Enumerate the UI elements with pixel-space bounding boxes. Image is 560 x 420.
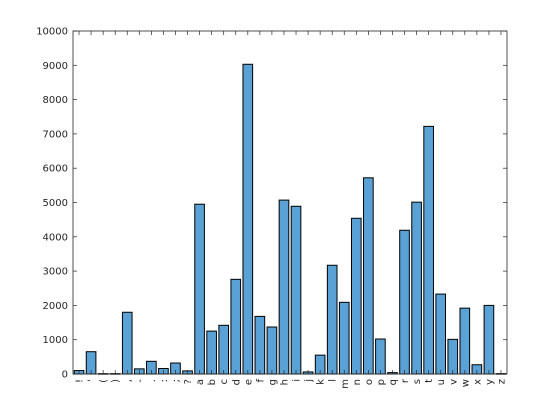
x-tick-label: p <box>376 379 387 385</box>
x-tick-label: j <box>304 379 315 383</box>
x-tick-label: , <box>123 379 134 382</box>
bar-23 <box>350 217 362 375</box>
y-tick-label: 2000 <box>43 301 68 312</box>
x-tick-label: s <box>412 379 423 384</box>
bar-14 <box>242 63 254 375</box>
bar-12 <box>218 324 230 375</box>
bar-24 <box>363 177 374 375</box>
bar-28 <box>411 201 422 375</box>
x-tick-label: n <box>352 379 363 385</box>
bar-11 <box>206 330 217 375</box>
x-tick-label: ! <box>75 379 86 383</box>
x-tick-label: ; <box>171 379 182 382</box>
x-tick-label: z <box>496 379 507 384</box>
y-tick-label: 5000 <box>43 198 68 209</box>
plot-frame <box>72 30 508 375</box>
x-tick-label: g <box>267 379 278 385</box>
y-tick-label: 0 <box>62 370 68 381</box>
bar-22 <box>338 301 350 375</box>
bar-4 <box>121 311 133 375</box>
y-tick-label: 3000 <box>43 267 68 278</box>
x-tick-label: ' <box>87 379 98 382</box>
x-tick-label: f <box>255 379 266 383</box>
y-tick-label: 8000 <box>43 95 68 106</box>
x-tick-label: . <box>147 379 158 382</box>
x-tick-label: q <box>388 379 399 385</box>
x-tick-label: w <box>460 379 471 387</box>
y-tick-label: 6000 <box>43 164 68 175</box>
x-tick-label: e <box>243 379 254 385</box>
y-tick-label: 9000 <box>43 61 68 72</box>
x-tick-label: ? <box>183 379 194 384</box>
bar-27 <box>399 229 410 375</box>
x-tick-label: y <box>484 379 495 385</box>
x-tick-label: o <box>364 379 375 385</box>
x-tick-label: : <box>159 379 170 382</box>
x-tick-label: l <box>328 379 339 382</box>
y-tick-label: 7000 <box>43 129 68 140</box>
bar-17 <box>278 199 290 375</box>
x-axis: ! '(), -.:;? a b c d e f g h i j k l m n o p q r s t u v w x y z <box>75 31 507 389</box>
x-tick-label: v <box>448 379 459 385</box>
x-tick-label: x <box>472 379 483 385</box>
y-axis: 0 1000 2000 3000 4000 5000 6000 7000 8000 9000 100… <box>36 27 507 381</box>
x-tick-label: h <box>279 379 290 385</box>
x-tick-label: k <box>316 379 327 385</box>
x-tick-label: u <box>436 379 447 385</box>
x-tick-label: ) <box>111 379 122 383</box>
x-tick-label: - <box>135 379 146 383</box>
y-tick-label: 4000 <box>43 232 68 243</box>
bar-13 <box>230 278 242 375</box>
bar-30 <box>435 293 447 375</box>
y-tick-label: 10000 <box>36 27 68 38</box>
bar-18 <box>290 205 302 375</box>
x-tick-label: r <box>400 378 411 383</box>
x-tick-label: c <box>219 379 230 385</box>
bar-15 <box>254 315 266 375</box>
bar-16 <box>266 326 278 375</box>
x-tick-label: m <box>340 379 351 389</box>
bar-34 <box>483 304 495 375</box>
x-tick-label: b <box>207 379 218 385</box>
x-tick-label: d <box>231 379 242 385</box>
bar-10 <box>194 203 205 375</box>
bar-25 <box>375 338 386 375</box>
bar-29 <box>423 125 434 375</box>
bar-32 <box>459 307 471 375</box>
x-tick-label: ( <box>99 379 110 383</box>
x-tick-label: a <box>195 379 206 385</box>
x-tick-label: i <box>292 379 303 382</box>
x-tick-label: t <box>424 379 435 383</box>
bar-series <box>73 63 507 375</box>
y-tick-label: 1000 <box>43 335 68 346</box>
bar-31 <box>447 338 459 375</box>
bar-21 <box>326 264 338 375</box>
